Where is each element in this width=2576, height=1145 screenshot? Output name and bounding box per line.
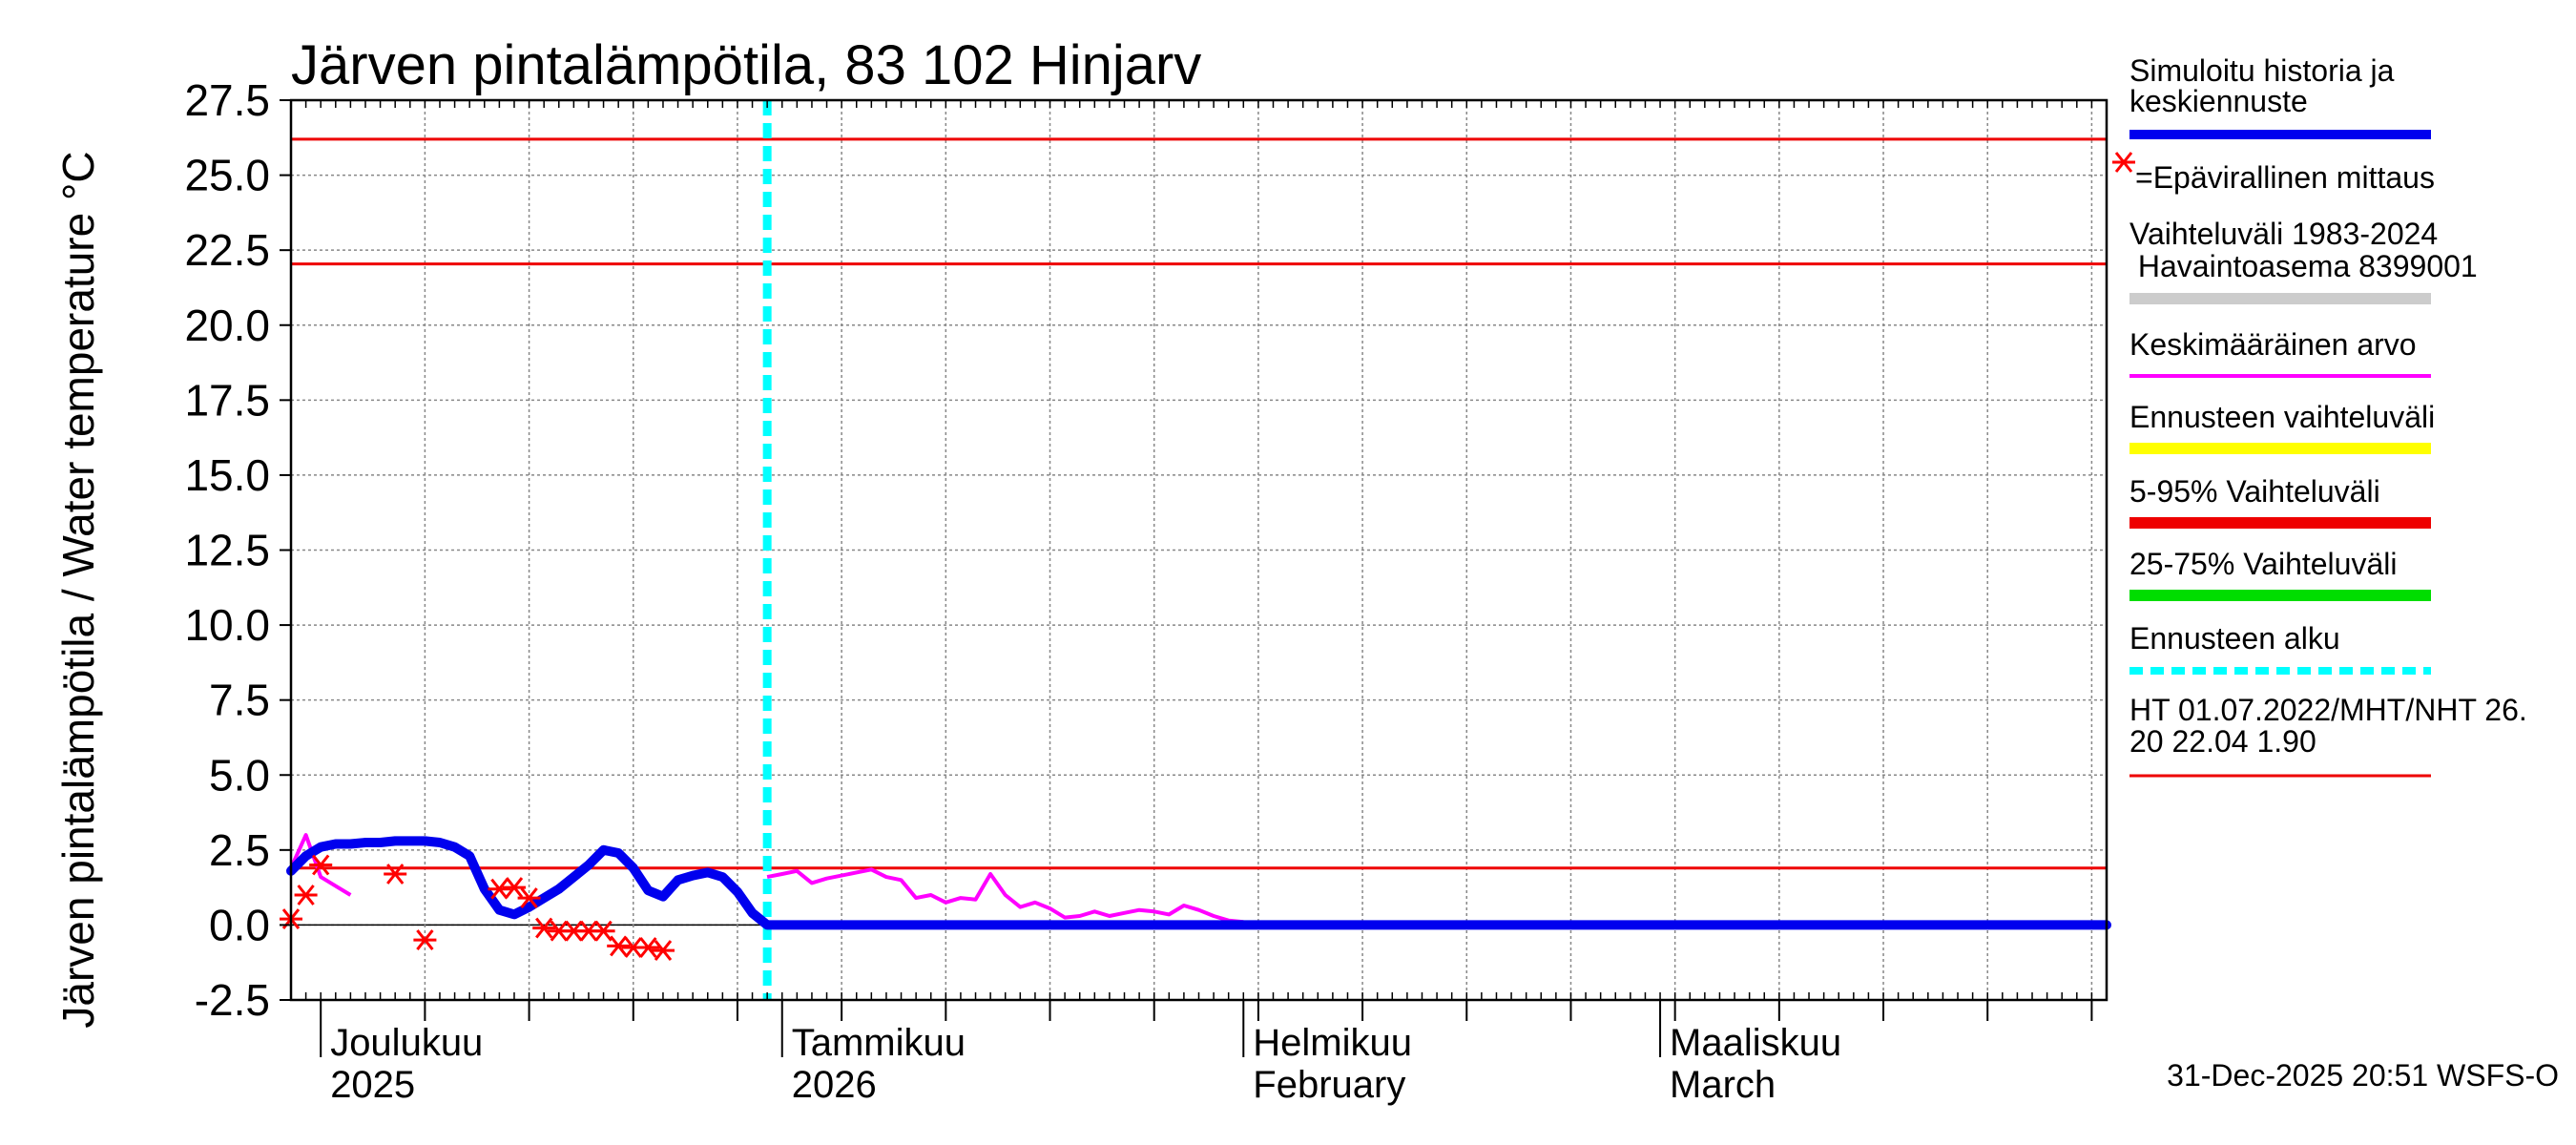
marker-stroke — [594, 920, 613, 942]
y-tick-label: 20.0 — [184, 301, 270, 350]
x-year-label: 2025 — [330, 1064, 415, 1106]
mean-line-forecast — [766, 867, 1244, 925]
reference-lines — [291, 137, 2107, 870]
marker-stroke — [505, 877, 524, 899]
marker-stroke — [550, 920, 568, 942]
x-month-label: Joulukuu — [330, 1022, 483, 1064]
measurement-marker — [413, 929, 437, 951]
measurement-marker — [652, 940, 675, 962]
marker-stroke — [416, 929, 434, 951]
grid — [291, 99, 2107, 1001]
marker-stroke — [297, 885, 315, 906]
marker-stroke — [312, 854, 330, 876]
y-tick-label: 12.5 — [184, 526, 270, 575]
x-year-label: 2026 — [792, 1064, 877, 1106]
y-tick-label: 15.0 — [184, 450, 270, 500]
marker-stroke — [624, 937, 642, 958]
measurement-marker — [592, 920, 615, 942]
marker-stroke — [610, 935, 628, 957]
y-tick-label: 27.5 — [184, 75, 270, 125]
y-tick-label: 7.5 — [209, 676, 270, 725]
marker-stroke — [520, 887, 538, 909]
measurement-marker — [607, 935, 631, 957]
marker-stroke — [654, 940, 673, 962]
marker-stroke — [535, 917, 553, 939]
y-tick-label: 17.5 — [184, 375, 270, 425]
legend: Simuloitu historia ja keskiennuste =Epäv… — [2112, 53, 2527, 778]
legend-range-line1: Vaihteluväli 1983-2024 — [2129, 217, 2438, 251]
legend-ht-line1: HT 01.07.2022/MHT/NHT 26. — [2129, 693, 2527, 727]
y-tick-label: -2.5 — [195, 975, 270, 1025]
x-month-label: Tammikuu — [792, 1022, 966, 1064]
plot-frame — [289, 98, 2109, 1002]
y-tick-label: 0.0 — [209, 900, 270, 949]
measurement-marker — [517, 887, 541, 909]
legend-sim-line1: Simuloitu historia ja — [2129, 53, 2395, 88]
x-month-label: Maaliskuu — [1670, 1022, 1841, 1064]
x-year-label: February — [1253, 1064, 1405, 1106]
chart-title: Järven pintalämpötila, 83 102 Hinjarv — [291, 34, 1201, 96]
axes: -2.5 0.0 2.5 5.0 7.5 10.0 12.5 15.0 17.5 20.0 22.5… — [184, 75, 2109, 1106]
simulated-line — [286, 836, 2111, 930]
measurement-marker — [503, 877, 526, 899]
legend-mean: Keskimääräinen arvo — [2129, 327, 2417, 362]
legend-p595: 5-95% Vaihteluväli — [2129, 474, 2380, 509]
footer-timestamp: 31-Dec-2025 20:51 WSFS-O — [2167, 1058, 2559, 1093]
x-year-label: March — [1670, 1064, 1776, 1106]
legend-ht-line2: 20 22.04 1.90 — [2129, 724, 2316, 759]
series — [280, 100, 2111, 1000]
measurement-marker — [488, 878, 511, 900]
legend-range-line2: Havaintoasema 8399001 — [2129, 249, 2478, 283]
y-tick-label: 25.0 — [184, 151, 270, 200]
marker-stroke — [386, 864, 405, 885]
x-month-label: Helmikuu — [1253, 1022, 1412, 1064]
legend-meas: =Epävirallinen mittaus — [2135, 160, 2435, 195]
y-tick-label: 2.5 — [209, 825, 270, 875]
measurement-marker — [384, 864, 407, 885]
legend-p2575: 25-75% Vaihteluväli — [2129, 547, 2397, 581]
legend-asterisk-icon — [2112, 152, 2135, 173]
mean-line-history — [289, 833, 352, 897]
marker-stroke — [639, 937, 657, 958]
y-tick-label: 5.0 — [209, 750, 270, 800]
measurement-marker — [309, 854, 333, 876]
legend-sim-line2: keskiennuste — [2129, 84, 2308, 118]
y-axis-label: Järven pintalämpötila / Water temperatur… — [53, 151, 103, 1028]
legend-fc-range: Ennusteen vaihteluväli — [2129, 400, 2435, 434]
marker-stroke — [565, 920, 583, 942]
marker-stroke — [579, 920, 598, 942]
y-tick-label: 10.0 — [184, 600, 270, 650]
legend-fc-start: Ennusteen alku — [2129, 621, 2340, 656]
measurement-marker — [532, 917, 556, 939]
measurement-marker — [294, 885, 318, 906]
marker-stroke — [490, 878, 509, 900]
y-tick-label: 22.5 — [184, 225, 270, 275]
measurement-marker — [636, 937, 660, 958]
